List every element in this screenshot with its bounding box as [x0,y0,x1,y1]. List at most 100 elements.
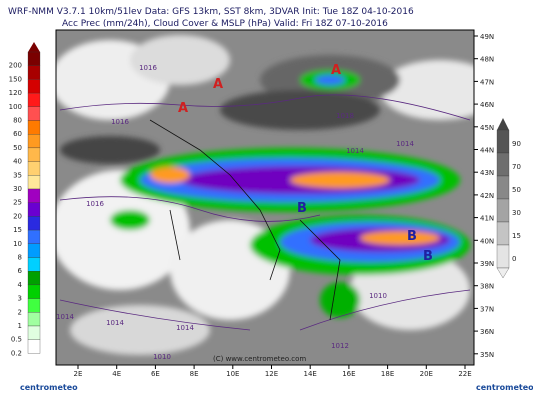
isobar-label: 1018 [336,112,354,120]
lat-label: 41N [480,215,494,223]
cloudbar-segment [496,198,510,223]
lat-label: 48N [480,56,494,64]
cloudbar-label: 30 [512,209,521,217]
cloudbar-arrow-bottom [496,267,510,279]
lon-label: 18E [381,370,394,378]
lon-label: 14E [304,370,317,378]
colorbar-segment [27,92,41,107]
header-line2: Acc Prec (mm/24h), Cloud Cover & MSLP (h… [62,19,388,29]
colorbar-segment [27,298,41,313]
isobar-label: 1016 [139,64,157,72]
cloudbar-segment [496,175,510,200]
lat-label: 45N [480,124,494,132]
lon-label: 22E [458,370,471,378]
colorbar-segment [27,175,41,190]
pressure-center: B [297,201,307,216]
cloudbar-segment [496,129,510,154]
isobar-label: 1010 [369,292,387,300]
colorbar-segment [27,65,41,80]
colorbar-label: 200 [9,62,22,70]
header-line1: WRF-NMM V3.7.1 10km/51lev Data: GFS 13km… [8,7,414,17]
colorbar-segment [27,229,41,244]
colorbar-label: 40 [13,158,22,166]
logo-right: centrometeo [476,383,533,392]
lat-label: 42N [480,192,494,200]
pressure-center: B [423,249,433,264]
isobar-label: 1014 [106,319,124,327]
colorbar-label: 1 [18,322,22,330]
lon-label: 8E [190,370,199,378]
cloudbar-segment [496,152,510,177]
colorbar-label: 4 [18,281,23,289]
colorbar-label: 25 [13,199,22,207]
map-frame [55,29,475,366]
cloudbar-label: 70 [512,163,521,171]
cloudbar-label: 0 [512,255,516,263]
colorbar-segment [27,202,41,217]
lat-label: 37N [480,305,494,313]
lon-label: 16E [342,370,355,378]
map-area [56,30,474,365]
colorbar-segment [27,271,41,286]
lat-label: 39N [480,260,494,268]
colorbar-segment [27,257,41,272]
copyright: (C) www.centrometeo.com [213,355,306,363]
colorbar-label: 3 [18,295,22,303]
colorbar-label: 0.5 [11,336,22,344]
pressure-center: B [407,229,417,244]
colorbar-segment [27,51,41,66]
isobar-label: 1014 [346,147,364,155]
pressure-center: A [213,77,223,92]
logo-left: centrometeo [20,383,78,392]
cloudbar-label: 50 [512,186,521,194]
isobar-label: 1014 [176,324,194,332]
lat-label: 38N [480,283,494,291]
colorbar-segment [27,243,41,258]
lat-label: 46N [480,101,494,109]
lat-label: 40N [480,237,494,245]
cloudbar-arrow [497,118,509,130]
lon-label: 20E [420,370,433,378]
colorbar-label: 50 [13,144,22,152]
lon-label: 10E [226,370,239,378]
lat-label: 49N [480,33,494,41]
isobar-label: 1012 [331,342,349,350]
colorbar-arrow [28,42,40,52]
lat-label: 35N [480,351,494,359]
colorbar-label: 8 [18,254,22,262]
colorbar-label: 150 [9,75,22,83]
cloudbar-label: 90 [512,140,521,148]
isobar-label: 1016 [86,200,104,208]
lon-label: 6E [151,370,160,378]
colorbar-label: 100 [9,103,22,111]
colorbar-label: 30 [13,185,22,193]
colorbar-label: 2 [18,308,22,316]
pressure-center: A [178,101,188,116]
colorbar-segment [27,134,41,149]
colorbar-segment [27,161,41,176]
colorbar-label: 15 [13,226,22,234]
colorbar-segment [27,312,41,327]
lat-label: 47N [480,78,494,86]
colorbar-segment [27,147,41,162]
cloudbar-segment [496,244,510,269]
lat-label: 36N [480,328,494,336]
colorbar-segment [27,79,41,94]
isobar-label: 1014 [396,140,414,148]
isobar-label: 1014 [56,313,74,321]
colorbar-segment [27,284,41,299]
colorbar-label: 80 [13,117,22,125]
colorbar-label: 0.2 [11,349,22,357]
isobar-label: 1016 [111,118,129,126]
lat-label: 43N [480,169,494,177]
lon-label: 12E [265,370,278,378]
lat-label: 44N [480,147,494,155]
colorbar-label: 10 [13,240,22,248]
cloudbar-segment [496,221,510,246]
cloudbar-label: 15 [512,232,521,240]
colorbar-segment [27,106,41,121]
colorbar-label: 6 [18,267,23,275]
colorbar-label: 35 [13,171,22,179]
